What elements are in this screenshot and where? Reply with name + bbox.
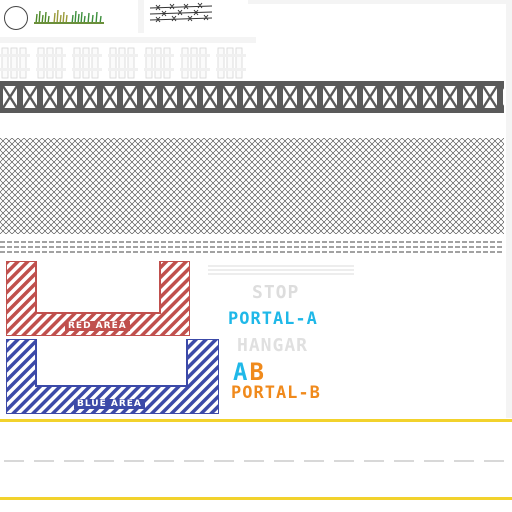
chain-link-mesh-icon — [0, 138, 504, 253]
faint-stripes — [208, 265, 354, 275]
grass-tuft-icon — [34, 9, 104, 24]
ab-text: AB — [233, 358, 266, 386]
blue-area-label: BLUE AREA — [74, 399, 145, 409]
red-area-zone — [6, 261, 190, 336]
circle-outline-icon — [4, 6, 28, 30]
ab-text-b: B — [249, 358, 266, 386]
truss-girder-icon — [0, 81, 504, 113]
picket-fence-icon — [0, 44, 250, 80]
gray-panel-top — [248, 0, 512, 4]
fence-top-rail — [0, 37, 256, 43]
road-center-dashes — [4, 460, 512, 462]
right-edge-strip — [506, 0, 512, 418]
barbed-wire-icon — [149, 2, 213, 23]
hangar-text: HANGAR — [237, 335, 309, 356]
road-edge-bottom — [0, 497, 512, 500]
stop-sign-text: STOP — [252, 282, 300, 303]
red-area-label: RED AREA — [65, 321, 130, 331]
portal-b-text: PORTAL-B — [231, 383, 321, 403]
separator-panel — [138, 0, 144, 33]
ab-text-a: A — [233, 358, 250, 386]
road-edge-top — [0, 419, 512, 422]
blue-area-zone — [6, 339, 219, 414]
portal-a-text: PORTAL-A — [228, 309, 318, 329]
